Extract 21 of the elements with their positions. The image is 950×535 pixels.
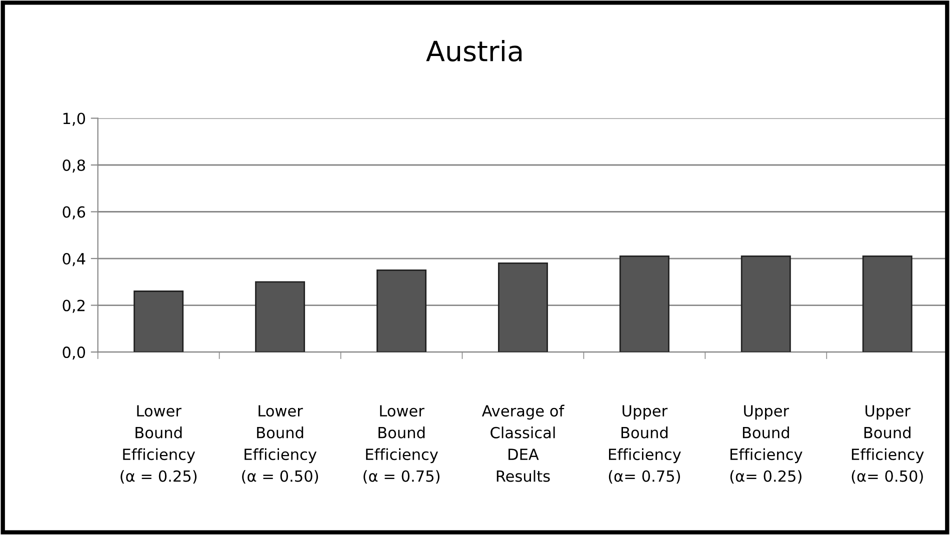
x-tick-label: Lower Bound Efficiency (α = 0.25) <box>120 405 197 484</box>
bar <box>740 255 791 352</box>
bar <box>376 270 426 352</box>
y-tick-label: 0,8 <box>62 159 85 173</box>
x-tick-label: Upper Bound Efficiency (α= 0.75) <box>608 405 681 484</box>
bar <box>255 281 306 352</box>
y-tick-label: 0,0 <box>62 346 86 360</box>
y-tick-label: 0,4 <box>62 252 86 266</box>
y-tick-label: 1,0 <box>63 112 86 126</box>
chart-title: Austria <box>426 40 522 62</box>
y-tick-label: 0,2 <box>62 300 85 313</box>
x-tick-label: Lower Bound Efficiency (α = 0.75) <box>364 405 440 484</box>
bar <box>498 262 548 352</box>
bar <box>862 255 912 352</box>
bar <box>134 290 184 352</box>
y-tick-label: 0,6 <box>62 206 86 220</box>
x-tick-label: Average of Classical DEA Results <box>482 404 564 482</box>
bar <box>619 255 670 352</box>
x-tick-label: Upper Bound Efficiency (α= 0.25) <box>730 405 802 484</box>
x-tick-label: Lower Bound Efficiency (α = 0.50) <box>242 405 318 484</box>
x-tick-label: Upper Bound Efficiency (α= 0.50) <box>852 405 924 484</box>
